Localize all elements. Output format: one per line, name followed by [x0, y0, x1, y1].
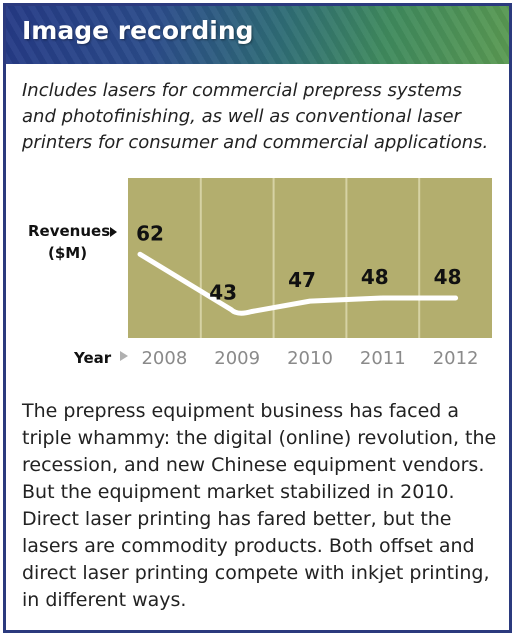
- y-axis-label: Revenues: [28, 222, 110, 240]
- x-tick-label: 2011: [360, 348, 406, 369]
- infobox: Image recording Includes lasers for comm…: [3, 3, 512, 633]
- intro-text: Includes lasers for commercial prepress …: [22, 80, 489, 153]
- data-label: 47: [288, 268, 316, 292]
- y-axis-arrow-icon: [110, 227, 117, 237]
- x-tick-label: 2010: [287, 348, 333, 369]
- title-banner: Image recording: [6, 6, 509, 64]
- body-text: The prepress equipment business has face…: [22, 400, 497, 611]
- data-label: 48: [434, 265, 462, 289]
- y-axis-unit-label: ($M): [48, 244, 87, 262]
- plot-area: [128, 178, 492, 338]
- series-line: [137, 251, 459, 316]
- data-label: 62: [136, 221, 164, 245]
- page-title: Image recording: [22, 16, 254, 45]
- data-label: 48: [361, 265, 389, 289]
- revenue-chart: 62 43 47 48 48 2008 2009 2010 2011 2012 Revenues…: [28, 178, 492, 369]
- x-axis-label: Year: [73, 349, 112, 367]
- x-tick-label: 2009: [214, 348, 260, 369]
- x-axis-arrow-icon: [120, 351, 128, 361]
- x-tick-label: 2008: [141, 348, 187, 369]
- data-label: 43: [209, 281, 237, 305]
- x-tick-label: 2012: [433, 348, 479, 369]
